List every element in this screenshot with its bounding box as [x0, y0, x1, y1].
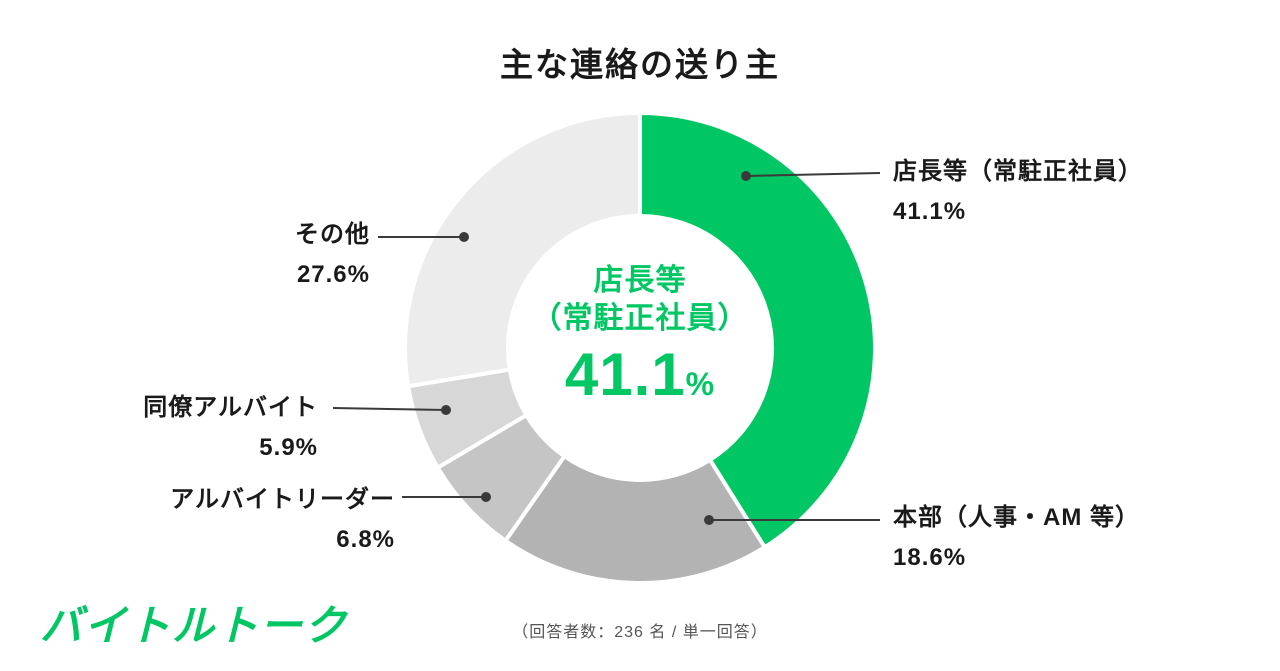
callout-coworker-label: 同僚アルバイト	[143, 394, 318, 421]
callout-headquarters-value: 18.6%	[893, 544, 967, 571]
footer-note: （回答者数：236 名 / 単一回答）	[512, 624, 768, 641]
leader-dot-leader	[481, 492, 491, 502]
pie-slice-0	[638, 110, 877, 550]
donut-slices	[403, 110, 877, 585]
callout-manager-label: 店長等（常駐正社員）	[893, 158, 1143, 185]
baitoru-talk-logo: バイトルトーク	[40, 602, 349, 649]
center-label-value: 41.1%	[564, 341, 716, 408]
callout-manager: 店長等（常駐正社員） 41.1%	[893, 152, 1143, 232]
callout-coworker-value: 5.9%	[259, 434, 318, 461]
donut-center-label: 店長等 （常駐正社員） 41.1%	[490, 262, 790, 421]
center-label-line1: 店長等	[593, 264, 687, 297]
leader-dot-manager	[741, 171, 751, 181]
pie-slice-4	[403, 110, 642, 389]
chart-title: 主な連絡の送り主	[500, 46, 780, 83]
callout-manager-value: 41.1%	[893, 198, 967, 225]
callout-leader-value: 6.8%	[336, 526, 395, 553]
center-label-percent-sign: %	[685, 366, 716, 402]
center-label-line2: （常駐正社員）	[531, 302, 749, 335]
leader-line-manager	[745, 172, 881, 177]
callout-headquarters: 本部（人事・AM 等） 18.6%	[893, 498, 1140, 578]
leader-dots	[441, 171, 751, 525]
pie-slice-1	[502, 453, 768, 585]
leader-lines	[332, 172, 881, 521]
callout-leader: アルバイトリーダー 6.8%	[170, 480, 395, 560]
leader-dot-headquarters	[704, 515, 714, 525]
callout-coworker: 同僚アルバイト 5.9%	[143, 388, 318, 468]
callout-other-label: その他	[295, 221, 370, 248]
callout-other-value: 27.6%	[296, 261, 370, 288]
leader-line-coworker	[332, 407, 447, 411]
callout-leader-label: アルバイトリーダー	[170, 486, 395, 513]
callout-headquarters-label: 本部（人事・AM 等）	[893, 504, 1140, 531]
callout-other: その他 27.6%	[295, 215, 370, 295]
leader-dot-coworker	[441, 405, 451, 415]
leader-dot-other	[459, 232, 469, 242]
